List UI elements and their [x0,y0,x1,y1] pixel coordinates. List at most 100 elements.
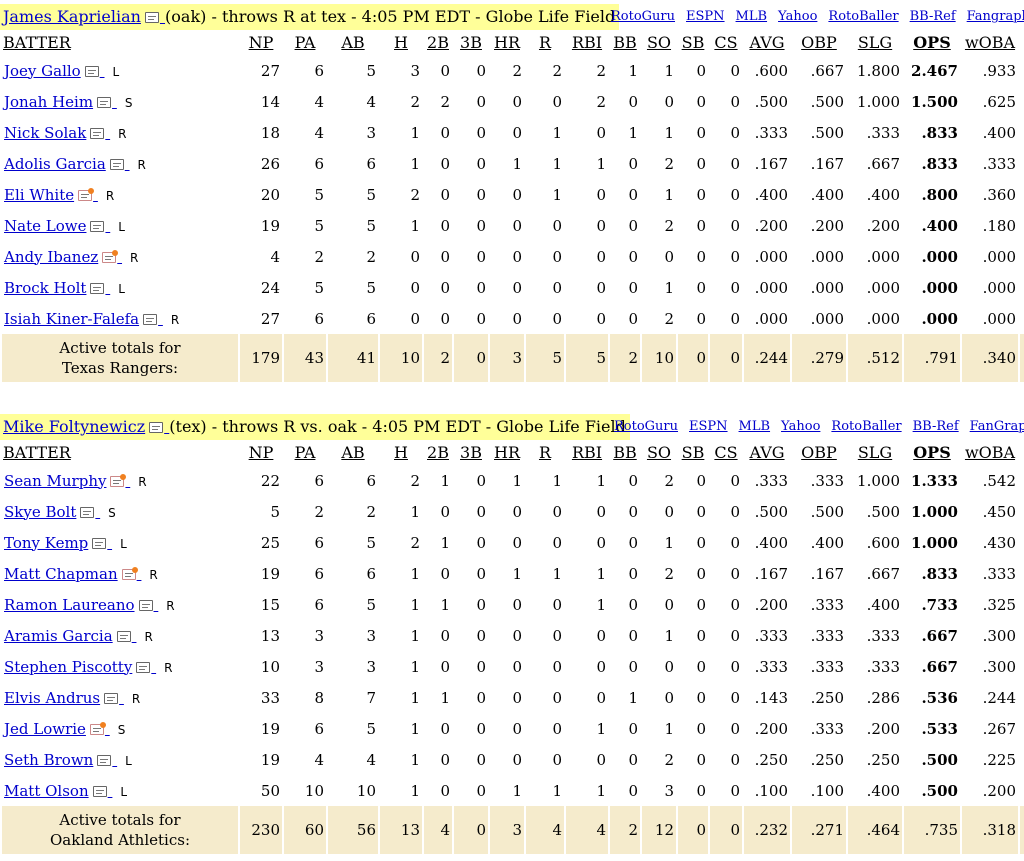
column-header-h[interactable]: H [394,33,408,52]
link-mlb[interactable]: MLB [738,419,771,434]
pitcher-name-link[interactable]: James Kaprielian [3,7,141,26]
column-header-pa[interactable]: PA [294,443,316,462]
column-header-slg[interactable]: SLG [857,33,893,52]
player-note-icon[interactable] [92,786,107,797]
link-rotoballer[interactable]: RotoBaller [828,9,899,24]
stat-obp: .333 [810,719,844,738]
pitcher-name-link[interactable]: Mike Foltynewicz [3,417,146,436]
batter-name-link[interactable]: Brock Holt [4,278,87,297]
player-note-icon[interactable] [97,97,112,108]
batter-name-link[interactable]: Jed Lowrie [4,719,86,738]
batter-name-link[interactable]: Matt Olson [4,781,89,800]
column-header-bb[interactable]: BB [613,33,637,52]
column-header-iso[interactable]: ISO [1020,443,1024,465]
batter-name-link[interactable]: Isiah Kiner-Falefa [4,309,140,328]
player-news-alert-icon[interactable] [89,722,106,735]
link-yahoo[interactable]: Yahoo [781,419,821,434]
batter-name-link[interactable]: Skye Bolt [4,502,77,521]
player-news-alert-icon[interactable] [78,188,95,201]
column-header-so[interactable]: SO [646,443,672,462]
player-note-icon[interactable] [90,128,105,139]
player-note-icon[interactable] [149,422,164,433]
column-header-ops[interactable]: OPS [913,443,951,462]
player-note-icon[interactable] [90,221,105,232]
batter-name-link[interactable]: Jonah Heim [4,92,94,111]
player-note-icon[interactable] [143,314,158,325]
column-header-sb[interactable]: SB [681,33,705,52]
link-fangraphs[interactable]: Fangraphs [966,9,1024,24]
column-header-2b[interactable]: 2B [427,33,449,52]
batter-name-link[interactable]: Ramon Laureano [4,595,135,614]
batter-name-link[interactable]: Sean Murphy [4,471,107,490]
link-espn[interactable]: ESPN [686,9,725,24]
link-rotoballer[interactable]: RotoBaller [831,419,902,434]
column-header-ops[interactable]: OPS [913,33,951,52]
player-note-icon[interactable] [92,538,107,549]
link-bb-ref[interactable]: BB-Ref [909,9,956,24]
column-header-3b[interactable]: 3B [460,33,482,52]
column-header-obp[interactable]: OBP [801,443,837,462]
link-mlb[interactable]: MLB [735,9,768,24]
player-note-icon[interactable] [97,755,112,766]
column-header-cs[interactable]: CS [714,33,738,52]
column-header-3b[interactable]: 3B [460,443,482,462]
column-header-so[interactable]: SO [646,33,672,52]
column-header-ab[interactable]: AB [341,443,365,462]
player-note-icon[interactable] [144,12,159,23]
column-header-hr[interactable]: HR [494,33,520,52]
note-link-underline [100,62,105,80]
column-header-h[interactable]: H [394,443,408,462]
batter-name-link[interactable]: Stephen Piscotty [4,657,133,676]
batter-name-link[interactable]: Nate Lowe [4,216,87,235]
link-rotoguru[interactable]: RotoGuru [614,419,679,434]
column-header-np[interactable]: NP [248,443,274,462]
player-news-alert-icon[interactable] [110,474,127,487]
column-header-2b[interactable]: 2B [427,443,449,462]
column-header-sb[interactable]: SB [681,443,705,462]
column-header-batter[interactable]: BATTER [3,443,71,462]
column-header-batter[interactable]: BATTER [3,33,71,52]
batter-name-link[interactable]: Aramis Garcia [4,626,113,645]
batter-name-link[interactable]: Joey Gallo [4,61,81,80]
batter-name-link[interactable]: Tony Kemp [4,533,89,552]
player-note-icon[interactable] [116,631,131,642]
player-note-icon[interactable] [90,283,105,294]
player-note-icon[interactable] [109,159,124,170]
link-espn[interactable]: ESPN [689,419,728,434]
batter-name-link[interactable]: Elvis Andrus [4,688,101,707]
column-header-r[interactable]: R [538,33,552,52]
player-note-icon[interactable] [84,66,99,77]
batter-name-link[interactable]: Matt Chapman [4,564,118,583]
column-header-iso[interactable]: ISO [1020,33,1024,55]
column-header-woba[interactable]: wOBA [964,443,1016,462]
column-header-np[interactable]: NP [248,33,274,52]
link-rotoguru[interactable]: RotoGuru [611,9,676,24]
player-note-icon[interactable] [104,693,119,704]
link-fangraphs[interactable]: FanGraphs [969,419,1024,434]
batter-name-link[interactable]: Eli White [4,185,75,204]
player-note-icon[interactable] [80,507,95,518]
batter-name-link[interactable]: Adolis Garcia [4,154,106,173]
column-header-avg[interactable]: AVG [749,443,785,462]
player-news-alert-icon[interactable] [121,567,138,580]
column-header-ab[interactable]: AB [341,33,365,52]
column-header-cs[interactable]: CS [714,443,738,462]
batter-name-link[interactable]: Andy Ibanez [4,247,99,266]
player-note-icon[interactable] [136,662,151,673]
batter-name-link[interactable]: Nick Solak [4,123,87,142]
link-yahoo[interactable]: Yahoo [778,9,818,24]
column-header-avg[interactable]: AVG [749,33,785,52]
column-header-r[interactable]: R [538,443,552,462]
link-bb-ref[interactable]: BB-Ref [912,419,959,434]
column-header-bb[interactable]: BB [613,443,637,462]
column-header-hr[interactable]: HR [494,443,520,462]
batter-name-link[interactable]: Seth Brown [4,750,94,769]
player-note-icon[interactable] [138,600,153,611]
column-header-obp[interactable]: OBP [801,33,837,52]
column-header-slg[interactable]: SLG [857,443,893,462]
column-header-pa[interactable]: PA [294,33,316,52]
player-news-alert-icon[interactable] [102,250,119,263]
column-header-rbi[interactable]: RBI [571,33,603,52]
column-header-rbi[interactable]: RBI [571,443,603,462]
column-header-woba[interactable]: wOBA [964,33,1016,52]
